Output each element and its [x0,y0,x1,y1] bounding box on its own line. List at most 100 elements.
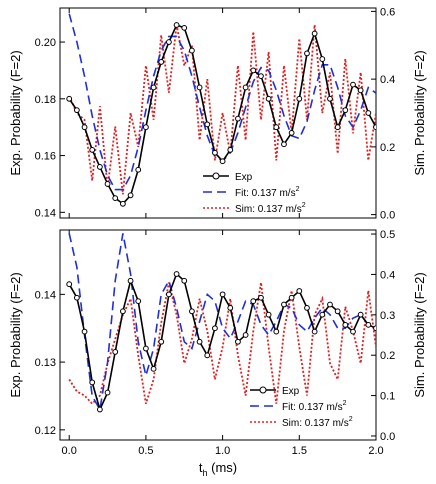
data-point-exp [89,146,96,153]
series-group [66,13,376,207]
x-axis-title-unit: (ms) [208,460,238,475]
y2-tick-label: 0.2 [380,142,395,154]
data-point-exp [66,281,73,288]
data-point-exp [112,195,119,202]
data-point-exp [196,84,203,91]
data-point-exp [104,389,111,396]
data-point-exp [319,311,326,318]
data-point-exp [181,277,188,284]
legend-label-main: Exp [235,172,253,183]
legend-label-main: Sim: 0.137 m/s [235,204,302,215]
y2-tick-label: 0.0 [380,431,395,443]
data-point-exp [158,338,165,345]
data-point-exp [219,158,226,165]
data-point-exp [235,338,241,345]
data-point-exp [73,294,80,301]
data-point-exp [127,277,134,284]
data-point-exp [250,298,257,305]
data-point-exp [227,305,234,311]
data-point-exp [357,311,364,318]
data-point-exp [342,107,349,114]
x-tick-label: 2.0 [368,445,383,457]
data-point-exp [273,328,280,335]
y-tick-label: 0.18 [35,94,56,106]
data-point-exp [66,95,73,102]
data-point-exp [119,308,126,315]
data-point-exp [119,200,126,207]
data-point-exp [342,321,349,328]
panel-bottom: 0.0 0.5 1.0 1.5 2.0 0.12 0.13 0.14 0.0 0.1 0.2 0.3 0… [8,229,427,478]
legend-label-sup: 2 [296,186,300,193]
data-point-exp [273,124,280,131]
data-point-exp [89,379,96,386]
data-point-exp [181,24,188,31]
data-point-exp [242,84,249,91]
y2-axis-title: Sim. Probability (F=2) [412,50,427,175]
data-point-exp [265,311,272,318]
y-tick-label: 0.20 [35,37,56,49]
data-point-exp [189,308,195,315]
y2-tick-label: 0.4 [380,74,395,86]
series-group [66,233,376,413]
data-point-exp [288,294,295,301]
data-point-exp [81,328,88,335]
series-line-sim [68,282,376,406]
data-point-exp [304,50,310,57]
data-point-exp [327,95,333,102]
data-point-exp [258,294,264,301]
y2-tick-label: 0.4 [380,269,395,281]
series-line-sim [68,24,376,195]
data-point-exp [150,84,157,91]
data-point-exp [150,365,157,372]
data-point-exp [373,124,376,131]
data-point-exp [135,298,142,305]
legend-label-main: Exp [282,386,300,397]
data-point-exp [281,141,287,148]
data-point-exp [281,301,287,308]
legend-label: Fit: 0.137 m/s2 [235,186,300,199]
legend-label-main: Fit: 0.137 m/s [235,188,296,199]
data-point-exp [327,301,333,308]
legend-label: Exp [282,386,300,397]
data-point-exp [135,166,142,173]
data-point-exp [365,321,372,328]
y-tick-label: 0.16 [35,151,56,163]
data-point-exp [319,56,326,62]
legend-label-sup: 2 [349,416,353,423]
data-point-exp [365,110,372,116]
legend-label: Exp [235,172,253,183]
series-line-fit [68,233,376,412]
data-point-exp [296,288,303,294]
plot-frame [59,7,377,219]
data-point-exp [212,149,218,156]
x-axis-title-sub: h [203,468,208,478]
legend-label-sup: 2 [302,202,306,209]
y-tick-label: 0.14 [35,289,56,301]
data-point-exp [258,73,264,80]
data-point-exp [265,95,272,102]
legend-label-sup: 2 [343,400,347,407]
data-point-exp [304,305,310,311]
data-point-exp [143,345,149,352]
data-point-exp [311,328,318,335]
legend-marker [259,386,267,394]
data-point-exp [242,332,249,338]
y2-tick-label: 0.1 [380,391,395,403]
y-axis-title: Exp. Probability (F=2) [8,272,23,397]
x-tick-label: 0.0 [62,445,77,457]
legend-label: Sim: 0.137 m/s2 [235,202,306,215]
y2-tick-label: 0.0 [380,210,395,222]
plot-frame [59,229,377,441]
data-point-exp [104,181,111,187]
x-axis-title: th (ms) [199,460,237,478]
y2-tick-label: 0.2 [380,350,395,362]
data-point-exp [81,124,88,131]
data-point-exp [143,124,149,131]
data-point-exp [204,352,211,359]
data-point-exp [173,271,180,277]
y-axis-title: Exp. Probability (F=2) [8,50,23,175]
data-point-exp [96,406,103,413]
data-point-exp [334,124,341,131]
data-point-exp [288,129,295,136]
